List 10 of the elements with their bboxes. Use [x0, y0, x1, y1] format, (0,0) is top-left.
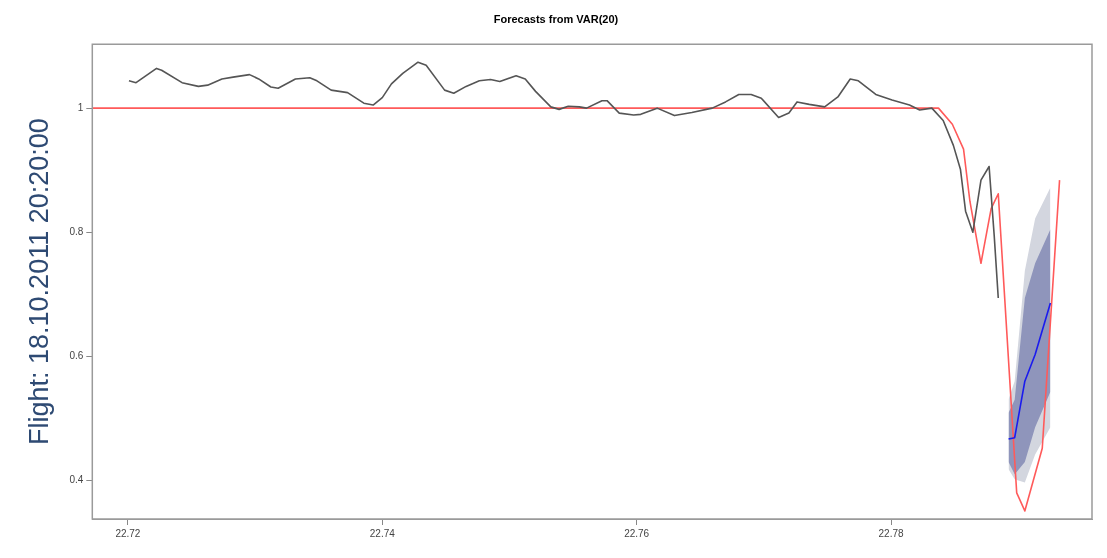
y-tick-label: 0.8	[69, 226, 84, 238]
x-tick-label: 22.74	[369, 527, 396, 539]
x-tick-label: 22.72	[115, 527, 141, 539]
y-axis-title: Flight: 18.10.2011 20:20:00	[23, 118, 54, 445]
y-tick-label: 0.4	[69, 474, 84, 486]
x-tick-label: 22.76	[624, 527, 650, 539]
y-tick-label: 0.6	[69, 350, 84, 362]
y-tick-label: 1	[77, 101, 84, 113]
chart-title: Forecasts from VAR(20)	[493, 12, 619, 25]
x-tick-label: 22.78	[878, 527, 904, 539]
